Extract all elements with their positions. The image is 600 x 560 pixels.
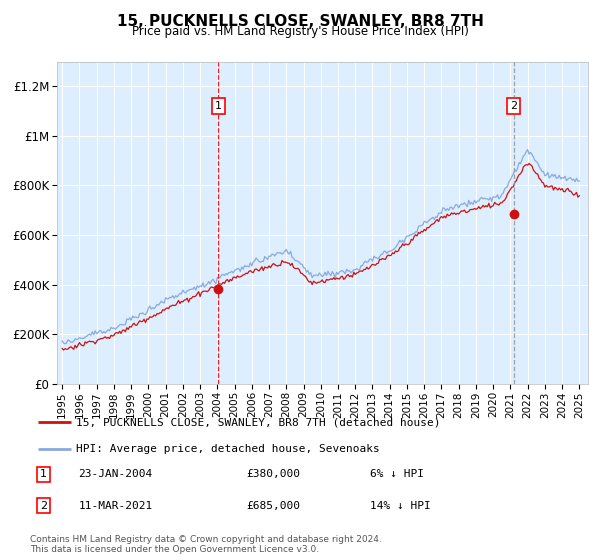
Text: 1: 1 [40,469,47,479]
Text: 2: 2 [510,101,517,111]
Text: 1: 1 [215,101,222,111]
Text: 2: 2 [40,501,47,511]
Text: HPI: Average price, detached house, Sevenoaks: HPI: Average price, detached house, Seve… [76,444,380,454]
Text: 6% ↓ HPI: 6% ↓ HPI [370,469,424,479]
Text: £380,000: £380,000 [246,469,300,479]
Text: £685,000: £685,000 [246,501,300,511]
Text: 15, PUCKNELLS CLOSE, SWANLEY, BR8 7TH (detached house): 15, PUCKNELLS CLOSE, SWANLEY, BR8 7TH (d… [76,417,440,427]
Text: 23-JAN-2004: 23-JAN-2004 [79,469,153,479]
Text: Price paid vs. HM Land Registry's House Price Index (HPI): Price paid vs. HM Land Registry's House … [131,25,469,38]
Text: 15, PUCKNELLS CLOSE, SWANLEY, BR8 7TH: 15, PUCKNELLS CLOSE, SWANLEY, BR8 7TH [116,14,484,29]
Text: 14% ↓ HPI: 14% ↓ HPI [370,501,431,511]
Text: 11-MAR-2021: 11-MAR-2021 [79,501,153,511]
Text: Contains HM Land Registry data © Crown copyright and database right 2024.
This d: Contains HM Land Registry data © Crown c… [30,535,382,554]
